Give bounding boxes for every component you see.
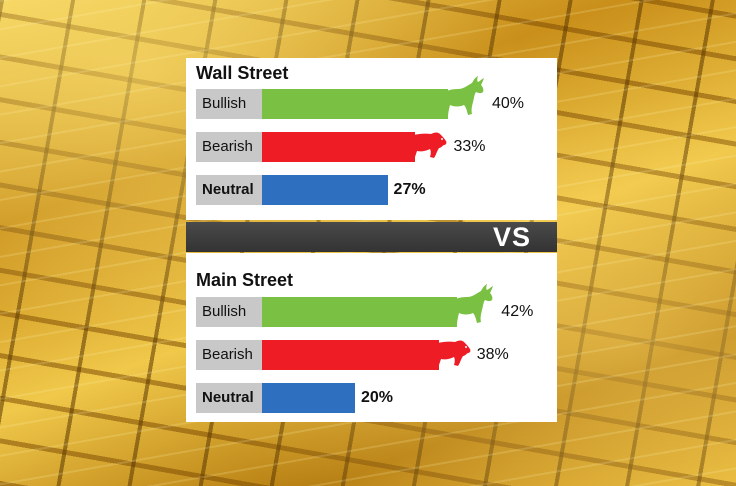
bullish-percent: 42% (501, 303, 534, 320)
bar-label-bullish: Bullish (196, 297, 262, 327)
neutral-percent: 20% (361, 389, 394, 406)
wall-street-title: Wall Street (196, 63, 289, 83)
bar-bearish (262, 340, 439, 370)
bar-neutral (262, 175, 388, 205)
main-street-neutral-row: Neutral 20% (196, 383, 551, 413)
main-street-panel: Main Street Bullish 42% Bearish 38% Neut… (186, 253, 557, 422)
bar-label-bearish: Bearish (196, 132, 262, 162)
bull-icon (438, 76, 484, 117)
bar-bullish (262, 297, 458, 327)
wall-street-panel: Wall Street Bullish 40% Bearish 33% Neut… (186, 58, 557, 220)
wall-street-bearish-row: Bearish 33% (196, 132, 551, 162)
bullish-percent: 40% (492, 95, 525, 112)
bar-bearish (262, 132, 416, 162)
wall-street-neutral-row: Neutral 27% (196, 175, 551, 205)
neutral-percent: 27% (393, 181, 426, 198)
bar-label-neutral: Neutral (196, 175, 262, 205)
wall-street-bullish-row: Bullish 40% (196, 76, 551, 119)
bear-icon (409, 132, 447, 160)
bar-neutral (262, 383, 355, 413)
bearish-percent: 38% (476, 346, 509, 363)
main-street-title: Main Street (196, 270, 294, 290)
bar-label-bullish: Bullish (196, 89, 262, 119)
main-street-bullish-row: Bullish 42% (196, 284, 551, 327)
bar-label-neutral: Neutral (196, 383, 262, 413)
main-street-bearish-row: Bearish 38% (196, 340, 551, 370)
bull-icon (447, 284, 494, 325)
vs-label: VS (492, 222, 531, 252)
bear-icon (432, 340, 471, 368)
vs-separator: VS (186, 222, 557, 252)
bar-bullish (262, 89, 448, 119)
bar-label-bearish: Bearish (196, 340, 262, 370)
bearish-percent: 33% (453, 138, 486, 155)
